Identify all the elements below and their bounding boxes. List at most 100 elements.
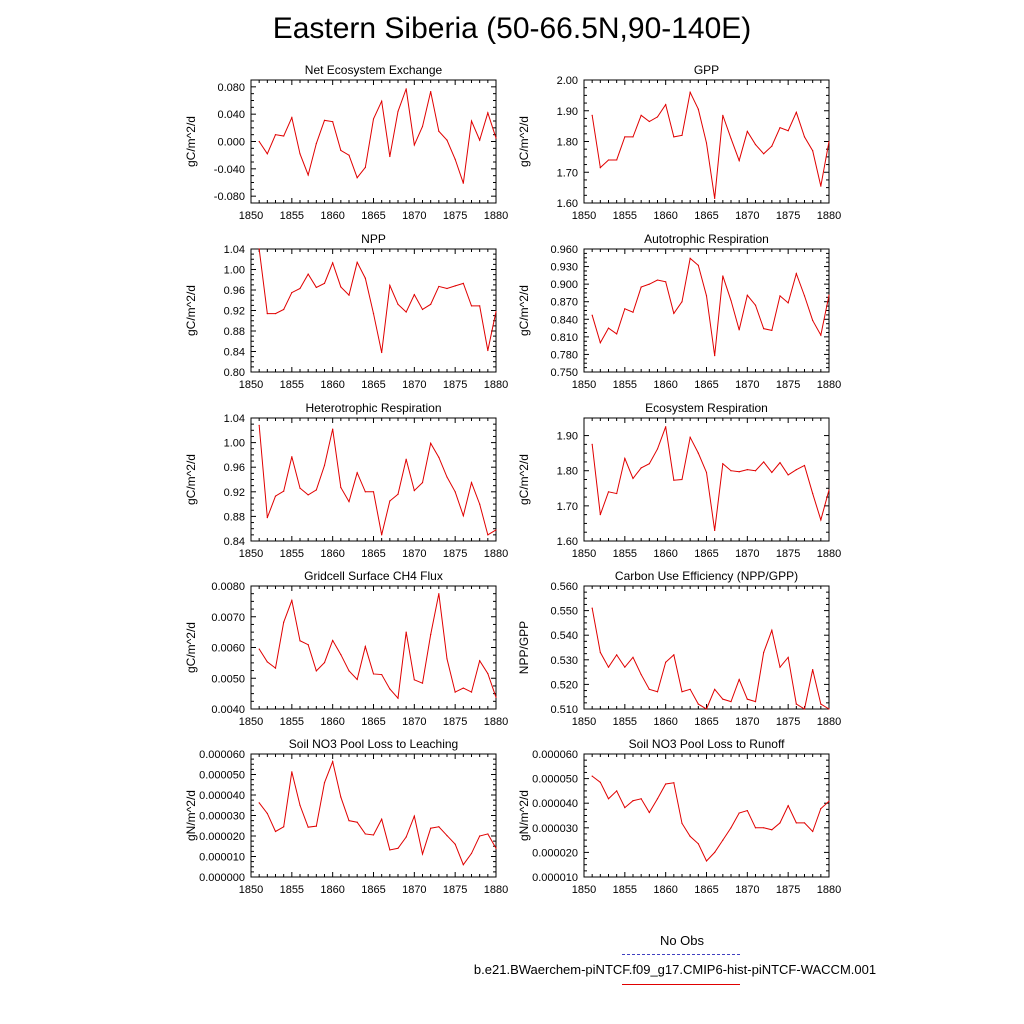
y-tick-label: 1.60 <box>557 536 578 548</box>
data-point <box>438 130 440 132</box>
data-point <box>307 494 309 496</box>
chart-panel-3: Autotrophic Respiration 1850 1855 1860 1865 1… <box>517 232 841 391</box>
series-line <box>258 593 497 700</box>
y-tick-label: 0.96 <box>224 285 245 297</box>
x-tick-label: 1865 <box>694 210 718 222</box>
x-tick-label: 1860 <box>653 884 677 896</box>
data-point <box>787 474 789 476</box>
data-point <box>787 302 789 304</box>
data-point <box>315 489 317 491</box>
y-tick-label: 0.84 <box>224 536 245 548</box>
x-tick-label: 1880 <box>817 716 841 728</box>
data-point <box>795 469 797 471</box>
plot-frame <box>583 248 830 373</box>
data-point <box>681 822 683 824</box>
series-line <box>591 426 830 531</box>
data-point <box>283 308 285 311</box>
data-point <box>771 829 773 831</box>
data-point <box>697 452 699 454</box>
data-point <box>656 448 659 450</box>
data-point <box>283 490 285 492</box>
x-tick-label: 1850 <box>572 210 596 222</box>
x-tick-label: 1875 <box>443 884 467 896</box>
x-tick-label: 1850 <box>572 716 596 728</box>
data-point <box>779 822 781 824</box>
x-tick-label: 1880 <box>817 379 841 391</box>
data-point <box>640 114 642 116</box>
y-tick-label: 0.000040 <box>199 790 245 802</box>
y-axis-label: gC/m^2/d <box>184 116 198 167</box>
data-point <box>364 166 366 169</box>
legend-run-label: b.e21.BWaerchem-piNTCF.f09_g17.CMIP6-his… <box>473 962 877 977</box>
data-point <box>462 515 464 517</box>
data-point <box>274 830 277 833</box>
data-point <box>479 139 481 141</box>
x-tick-label: 1855 <box>613 884 637 896</box>
data-point <box>730 470 732 472</box>
chart-panel-7: Carbon Use Efficiency (NPP/GPP) 1850 1855 1… <box>517 569 841 728</box>
x-tick-label: 1870 <box>735 716 759 728</box>
x-tick-label: 1860 <box>320 548 344 560</box>
data-point <box>681 134 683 136</box>
data-point <box>438 285 440 288</box>
data-point <box>372 673 375 675</box>
data-point <box>462 864 464 866</box>
data-point <box>648 283 650 285</box>
data-point <box>405 458 407 460</box>
data-point <box>591 775 593 777</box>
x-tick-label: 1850 <box>239 716 263 728</box>
x-tick-label: 1875 <box>776 884 800 896</box>
data-point <box>413 489 415 492</box>
data-point <box>421 125 424 128</box>
x-tick-label: 1860 <box>320 884 344 896</box>
data-point <box>454 285 456 287</box>
series-line <box>591 257 830 356</box>
y-tick-label: 0.540 <box>550 630 578 642</box>
data-point <box>771 145 773 147</box>
data-point <box>607 666 610 668</box>
data-point <box>607 327 610 329</box>
data-point <box>689 257 691 259</box>
y-tick-label: 1.80 <box>557 466 578 478</box>
data-point <box>591 607 593 609</box>
x-tick-label: 1875 <box>776 379 800 391</box>
data-point <box>381 100 383 102</box>
data-point <box>714 529 716 532</box>
data-point <box>803 136 806 138</box>
chart-title: Heterotrophic Respiration <box>305 401 441 415</box>
x-tick-label: 1855 <box>280 548 304 560</box>
data-point <box>495 696 497 698</box>
y-tick-label: 0.000050 <box>532 774 578 786</box>
data-point <box>332 760 334 763</box>
data-point <box>405 631 407 633</box>
data-point <box>795 703 797 705</box>
data-point <box>787 656 789 658</box>
data-point <box>632 311 634 313</box>
data-point <box>323 464 326 466</box>
data-point <box>495 847 497 849</box>
chart-panel-9: Soil NO3 Pool Loss to Runoff 1850 1855 1860… <box>517 737 841 896</box>
data-point <box>315 825 317 827</box>
data-point <box>299 487 301 489</box>
data-point <box>624 666 626 668</box>
data-point <box>372 491 375 493</box>
x-tick-label: 1875 <box>443 210 467 222</box>
data-point <box>479 305 481 307</box>
y-tick-label: 0.000030 <box>532 823 578 835</box>
data-point <box>730 701 732 703</box>
data-point <box>616 654 618 656</box>
data-point <box>665 661 667 663</box>
data-point <box>340 486 342 489</box>
series-line <box>591 608 830 710</box>
data-point <box>381 673 383 676</box>
x-tick-label: 1850 <box>572 548 596 560</box>
y-tick-label: 1.90 <box>557 106 578 118</box>
y-tick-label: -0.040 <box>214 164 245 176</box>
data-point <box>779 666 781 668</box>
data-point <box>828 294 830 296</box>
data-point <box>332 121 334 123</box>
data-point <box>681 301 683 303</box>
y-tick-label: 0.550 <box>550 606 578 618</box>
data-point <box>274 667 277 669</box>
data-point <box>364 277 366 279</box>
